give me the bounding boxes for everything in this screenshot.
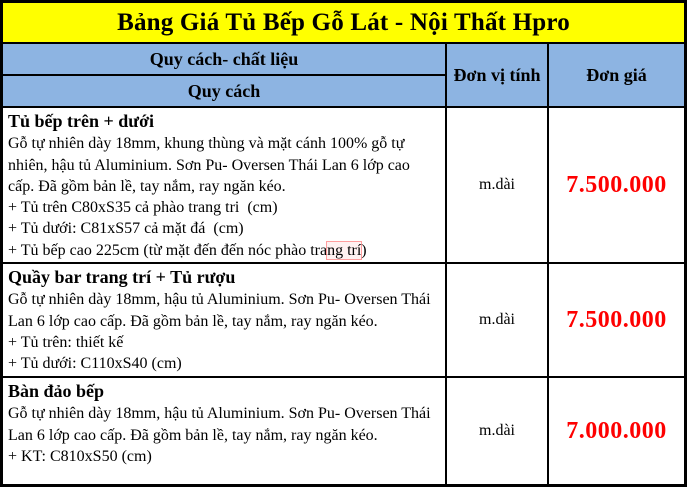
product-detail: + Tủ dưới: C81xS57 cả mặt đá (cm) <box>8 220 244 238</box>
product-name: Quầy bar trang trí + Tủ rượu <box>8 267 236 287</box>
price-value: 7.500.000 <box>566 306 667 333</box>
product-name: Tủ bếp trên + dưới <box>8 111 155 131</box>
unit-value: m.dài <box>479 422 515 439</box>
product-desc: Gỗ tự nhiên dày 18mm, hậu tủ Aluminium. … <box>8 291 431 330</box>
header-price-cell: Đơn giá <box>549 44 684 106</box>
detail-text: ) <box>361 241 367 259</box>
table-row: Quầy bar trang trí + Tủ rượu Gỗ tự nhiên… <box>3 264 684 378</box>
header-unit-cell: Đơn vị tính <box>447 44 549 106</box>
header-spec-material-cell: Quy cách- chất liệu <box>3 44 445 76</box>
product-desc: Gỗ tự nhiên dày 18mm, hậu tủ Aluminium. … <box>8 405 431 444</box>
product-detail: + Tủ trên C80xS35 cả phào trang tri (cm) <box>8 199 278 217</box>
product-description-cell: Quầy bar trang trí + Tủ rượu Gỗ tự nhiên… <box>3 264 447 376</box>
product-detail: + KT: C810xS50 (cm) <box>8 447 152 465</box>
title-banner: Bảng Giá Tủ Bếp Gỗ Lát - Nội Thất Hpro <box>3 3 684 44</box>
product-description-cell: Bàn đảo bếp Gỗ tự nhiên dày 18mm, hậu tủ… <box>3 378 447 484</box>
product-name: Bàn đảo bếp <box>8 381 105 401</box>
unit-cell: m.dài <box>447 378 549 484</box>
unit-value: m.dài <box>479 176 515 193</box>
header-spec-group: Quy cách- chất liệu Quy cách <box>3 44 447 106</box>
table-header: Quy cách- chất liệu Quy cách Đơn vị tính… <box>3 44 684 108</box>
spellcheck-flagged-text: ng trí <box>327 241 362 259</box>
unit-cell: m.dài <box>447 264 549 376</box>
header-spec-label: Quy cách <box>187 80 261 101</box>
header-unit-label: Đơn vị tính <box>453 64 541 85</box>
table-row: Bàn đảo bếp Gỗ tự nhiên dày 18mm, hậu tủ… <box>3 378 684 484</box>
price-cell: 7.500.000 <box>549 108 684 262</box>
product-desc: Gỗ tự nhiên dày 18mm, khung thùng và mặt… <box>8 135 410 195</box>
price-cell: 7.500.000 <box>549 264 684 376</box>
price-value: 7.000.000 <box>566 417 667 444</box>
product-description-cell: Tủ bếp trên + dưới Gỗ tự nhiên dày 18mm,… <box>3 108 447 262</box>
detail-text: + Tủ bếp cao 225cm (từ mặt đến đến nóc p… <box>8 241 328 259</box>
product-detail: + Tủ trên: thiết kế <box>8 333 124 351</box>
price-value: 7.500.000 <box>566 171 667 198</box>
header-price-label: Đơn giá <box>586 64 647 85</box>
price-cell: 7.000.000 <box>549 378 684 484</box>
page-title: Bảng Giá Tủ Bếp Gỗ Lát - Nội Thất Hpro <box>117 8 570 36</box>
header-spec-cell: Quy cách <box>3 76 445 106</box>
unit-value: m.dài <box>479 311 515 328</box>
unit-cell: m.dài <box>447 108 549 262</box>
product-detail: + Tủ bếp cao 225cm (từ mặt đến đến nóc p… <box>8 240 440 261</box>
table-row: Tủ bếp trên + dưới Gỗ tự nhiên dày 18mm,… <box>3 108 684 264</box>
product-detail: + Tủ dưới: C110xS40 (cm) <box>8 355 182 373</box>
header-spec-material-label: Quy cách- chất liệu <box>149 48 299 69</box>
